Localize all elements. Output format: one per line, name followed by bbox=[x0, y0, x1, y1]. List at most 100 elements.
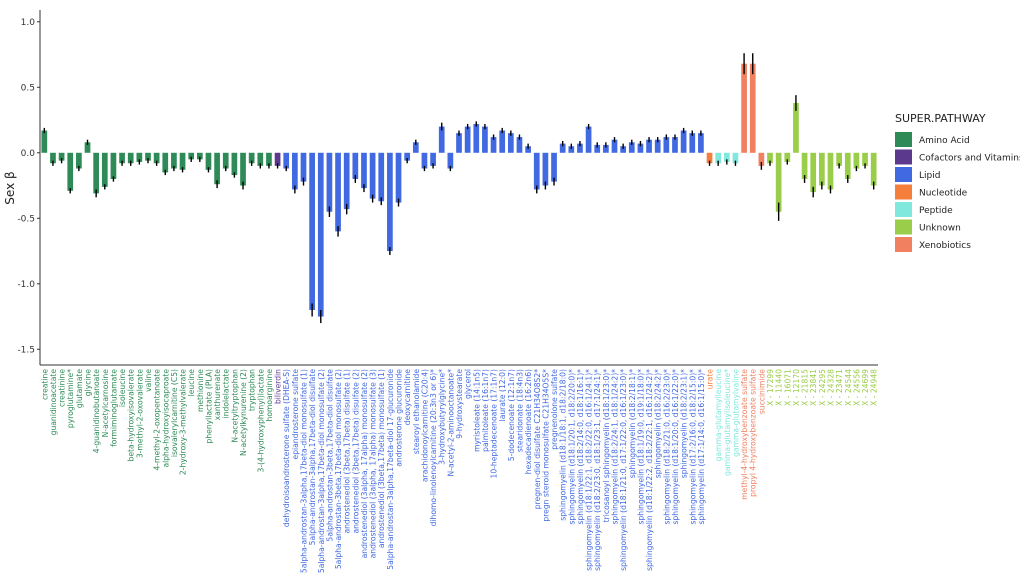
bar bbox=[274, 152, 281, 166]
bar bbox=[585, 126, 592, 153]
x-tick-label: valine bbox=[144, 369, 153, 392]
x-tick-label: X - 24556 bbox=[852, 369, 861, 406]
bar bbox=[836, 152, 842, 166]
x-tick-label: sphingomyelin (d18:1/20:0, d16:1/22:0)* bbox=[671, 369, 680, 525]
x-tick-label: pregn steroid monosulfate C21H34O5S* bbox=[541, 369, 550, 522]
legend-label: Xenobiotics bbox=[919, 241, 971, 251]
x-tick-label: dehydroisoandrosterone sulfate (DHEA-S) bbox=[282, 369, 291, 527]
x-tick-label: X - 23471 bbox=[835, 369, 844, 406]
legend-label: Unknown bbox=[919, 224, 961, 234]
bar bbox=[162, 152, 169, 173]
x-tick-label: sphingomyelin (d18:2/14:0, d18:1/16:1)* bbox=[576, 369, 585, 525]
x-tick-label: sphingomyelin (d18:1/19:0, d19:1/18:0)* bbox=[636, 369, 645, 525]
bar bbox=[421, 152, 428, 169]
x-tick-label: dihomo-linolenoylcarnitine (20:3n3 or 6)… bbox=[429, 369, 438, 527]
bar bbox=[654, 139, 661, 153]
x-tick-label: tryptophan bbox=[248, 369, 257, 411]
x-tick-label: leucine bbox=[187, 369, 196, 397]
bar bbox=[395, 152, 402, 203]
bar bbox=[456, 133, 462, 153]
bar bbox=[672, 137, 678, 153]
legend-label: Cofactors and Vitamins bbox=[919, 154, 1020, 164]
bar bbox=[214, 152, 220, 185]
x-tick-label: laurate (12:0) bbox=[498, 369, 507, 421]
x-tick-label: 2-hydroxy-3-methylvalerate bbox=[179, 369, 188, 475]
bar bbox=[222, 152, 229, 169]
legend-swatch bbox=[895, 237, 912, 252]
legend-swatch bbox=[895, 167, 912, 182]
bar bbox=[516, 137, 523, 153]
bar bbox=[317, 152, 324, 317]
x-tick-label: N-acetyl-2-aminooctanoate* bbox=[446, 369, 455, 477]
legend-swatch bbox=[895, 184, 912, 200]
x-tick-label: X - 24328 bbox=[826, 369, 835, 406]
bar bbox=[309, 152, 315, 310]
bar bbox=[292, 152, 298, 190]
y-tick-label: -0.5 bbox=[17, 214, 35, 224]
legend-label: Nucleotide bbox=[919, 189, 968, 199]
legend-swatch bbox=[895, 219, 912, 235]
x-tick-label: 5alpha-androstan-3beta,17beta-diol disul… bbox=[325, 369, 334, 542]
bar bbox=[611, 139, 618, 153]
bar bbox=[464, 126, 471, 153]
x-tick-label: X - 16071 bbox=[783, 369, 792, 406]
x-tick-label: sphingomyelin (d17:1/14:0, d16:1/15:0)* bbox=[697, 369, 706, 525]
x-tick-label: 5alpha-androstan-3alpha,17beta-diol mono… bbox=[317, 369, 326, 573]
legend-label: Peptide bbox=[919, 206, 953, 216]
legend-label: Amino Acid bbox=[919, 136, 970, 146]
bar bbox=[188, 152, 195, 160]
x-tick-label: propyl 4-hydroxybenzoate sulfate bbox=[749, 369, 758, 497]
bar bbox=[844, 152, 851, 179]
x-tick-label: 5alpha-androstan-3alpha,17beta-diol disu… bbox=[308, 369, 317, 546]
x-tick-label: 5-dodecenoate (12:1n7) bbox=[507, 369, 516, 461]
x-tick-label: sphingomyelin (d18:2/23:0, d18:1/23:1, d… bbox=[593, 369, 602, 571]
bar bbox=[326, 152, 333, 212]
legend-swatch bbox=[895, 132, 912, 147]
x-tick-label: 5alpha-androstan-3alpha,17beta-diol mono… bbox=[299, 369, 308, 573]
x-tick-label: pyroglutamine* bbox=[66, 369, 75, 428]
x-tick-label: sphingomyelin (d18:1/20:1, d18:2/20:0)* bbox=[567, 369, 576, 525]
x-tick-label: 10-heptadecenoate (17:1n7) bbox=[490, 369, 499, 479]
bar bbox=[378, 152, 385, 202]
x-tick-label: sphingomyelin (d17:2/16:0, d18:2/15:0)* bbox=[688, 369, 697, 525]
x-tick-label: N-acetylcarnosine bbox=[101, 369, 110, 438]
bar bbox=[335, 152, 341, 232]
x-tick-label: glycerol bbox=[464, 369, 473, 399]
bar bbox=[827, 152, 834, 190]
bar bbox=[266, 152, 272, 166]
bar bbox=[404, 152, 411, 161]
bar bbox=[542, 152, 549, 186]
x-tick-label: pregnen-diol disulfate C21H34O8S2* bbox=[533, 369, 542, 509]
x-tick-label: androstenediol (3beta,17beta) monosulfat… bbox=[377, 369, 386, 548]
x-tick-label: xanthurenate bbox=[213, 369, 222, 421]
bar bbox=[76, 152, 82, 169]
x-tick-label: gamma-glutamylisoleucine* bbox=[723, 369, 732, 476]
bar bbox=[784, 152, 791, 162]
bar bbox=[231, 152, 238, 176]
x-tick-label: sphingomyelin (d18:1/21:0, d17:1/22:0, d… bbox=[619, 369, 628, 571]
bar bbox=[680, 130, 687, 153]
x-tick-label: N-acetylkynurenine (2) bbox=[239, 369, 248, 456]
bar bbox=[240, 152, 246, 186]
bar bbox=[741, 63, 747, 153]
bar bbox=[775, 152, 782, 212]
bar bbox=[646, 139, 652, 153]
x-tick-label: stearoyl ethanolamide bbox=[412, 369, 421, 455]
bar bbox=[577, 143, 583, 153]
bar bbox=[171, 152, 177, 169]
x-tick-label: X - 23841 bbox=[809, 369, 818, 406]
x-tick-label: X - 17299 bbox=[766, 369, 775, 406]
y-axis-label: Sex β bbox=[3, 171, 17, 204]
x-tick-label: X - 12170 bbox=[792, 369, 801, 406]
bar bbox=[67, 152, 74, 191]
bar bbox=[153, 152, 160, 164]
x-tick-label: succinimide bbox=[757, 369, 766, 414]
x-tick-label: gamma-glutamylleucine bbox=[714, 369, 723, 462]
x-tick-label: stearidonate (18:4n3) bbox=[515, 369, 524, 452]
x-tick-label: hexadecadienoate (16:2n6) bbox=[524, 369, 533, 474]
x-tick-label: X - 24295 bbox=[818, 369, 827, 406]
x-tick-label: homoarginine bbox=[265, 369, 274, 422]
x-tick-label: sphingomyelin (d18:2/18:1)* bbox=[628, 369, 637, 478]
bar bbox=[603, 144, 609, 153]
